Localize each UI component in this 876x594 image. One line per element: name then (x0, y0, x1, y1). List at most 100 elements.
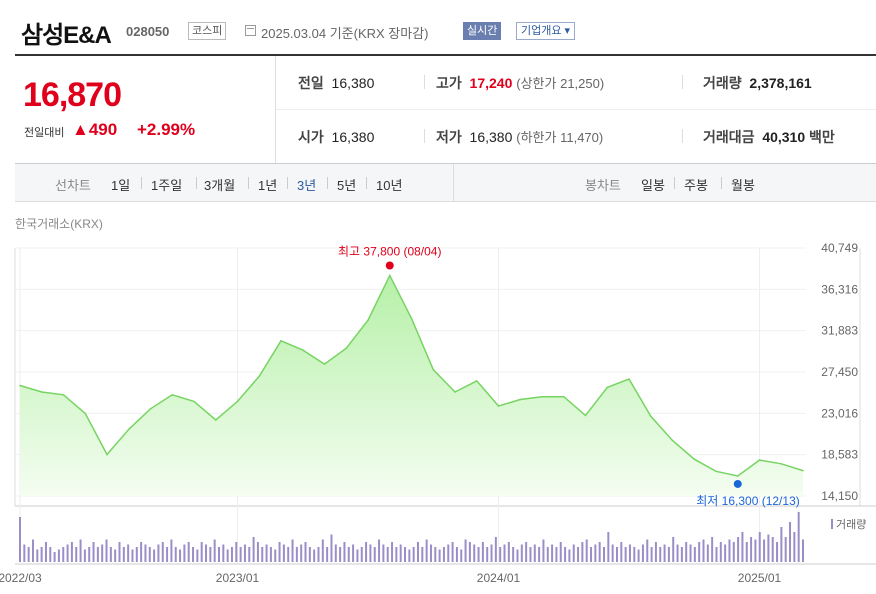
volume-bar (551, 544, 554, 562)
volume-bar (429, 544, 432, 562)
volume-bar (767, 534, 770, 562)
period-1w[interactable]: 1주일 (151, 178, 183, 193)
volume-bar (542, 539, 545, 562)
volume-bar (44, 542, 47, 562)
volume-bar (780, 527, 783, 562)
price-point (432, 368, 435, 371)
volume-bar (252, 537, 255, 562)
volume-bar (538, 547, 541, 562)
volume-bar (750, 537, 753, 562)
period-3y[interactable]: 3년 (297, 178, 317, 193)
volume-bar (728, 539, 731, 562)
toolbar-separator (141, 177, 142, 189)
period-10y[interactable]: 10년 (376, 178, 403, 193)
price-point (584, 414, 587, 417)
volume-bar (222, 544, 225, 562)
price-point (475, 380, 478, 382)
volume-bar (62, 547, 65, 562)
volume-bar (291, 539, 294, 562)
volume-bar (486, 547, 489, 562)
date-value: 2025.03.04 (261, 26, 327, 41)
volume-bar (230, 547, 233, 562)
chart-marks: 최고 37,800 (08/04) 최저 16,300 (12/13) (19, 244, 804, 508)
candle-monthly[interactable]: 월봉 (731, 178, 755, 193)
volume-bar (360, 547, 363, 562)
volume-bar (209, 547, 212, 562)
stats-row-divider (276, 109, 876, 110)
period-5y[interactable]: 5년 (337, 178, 357, 193)
period-1y[interactable]: 1년 (258, 178, 278, 193)
volume-bar (637, 549, 640, 562)
y-tick-label: 27,450 (821, 365, 858, 379)
volume-bar (481, 542, 484, 562)
volume-bar (19, 517, 21, 562)
volume-bar (105, 539, 108, 562)
change-value: 490 (88, 120, 118, 139)
y-tick-label: 40,749 (821, 241, 858, 255)
corp-info-label: 기업개요 (521, 25, 562, 37)
candle-weekly[interactable]: 주봉 (684, 178, 708, 193)
volume-bar (412, 547, 415, 562)
stat-open-value: 16,380 (331, 129, 375, 145)
price-point (323, 363, 326, 365)
x-tick-label: 2024/01 (477, 571, 521, 585)
x-tick-label: 2023/01 (216, 571, 260, 585)
realtime-button[interactable]: 실시간 (463, 22, 502, 40)
max-label: 최고 37,800 (08/04) (338, 244, 441, 258)
volume-bar (633, 547, 636, 562)
volume-bar (49, 547, 52, 562)
volume-bar (347, 547, 350, 562)
volume-bar (23, 544, 26, 562)
stats-grid: 전일 16,380 고가 17,240 (상한가 21,250) 거래량 2,3… (276, 56, 876, 163)
volume-bar (702, 539, 705, 562)
stat-prev: 전일 16,380 (298, 73, 374, 93)
stat-high-label: 고가 (436, 75, 462, 91)
volume-bar (352, 544, 355, 562)
volume-legend-swatch (831, 519, 833, 529)
stat-amount-value: 40,310 (762, 129, 806, 145)
price-point (106, 453, 108, 456)
volume-bar (135, 547, 138, 562)
volume-bar (118, 542, 121, 562)
volume-bar (607, 532, 610, 562)
y-axis-labels: 40,749 36,316 31,883 27,450 23,016 18,583 14,1… (821, 241, 858, 503)
volume-bar (663, 544, 666, 562)
period-3m[interactable]: 3개월 (204, 178, 236, 193)
volume-bar (304, 542, 307, 562)
volume-bar (693, 547, 696, 562)
stat-volume-label: 거래량 (703, 75, 742, 91)
up-arrow-icon: ▲ (72, 120, 89, 139)
volume-bar (676, 544, 679, 562)
toolbar-separator (674, 177, 675, 189)
price-point (497, 405, 500, 407)
volume-bar (741, 532, 744, 562)
price-point (454, 391, 456, 393)
price-point (40, 391, 43, 393)
volume-bar (92, 542, 95, 562)
toolbar-separator (366, 177, 367, 189)
volume-bar (590, 547, 593, 562)
volume-bar (170, 539, 173, 562)
volume-bar (473, 544, 476, 562)
date-basis: 기준(KRX 장마감) (329, 26, 429, 41)
volume-bar (464, 539, 467, 562)
volume-bar (200, 542, 203, 562)
volume-bar (672, 537, 675, 562)
volume-bar (529, 547, 532, 562)
corp-info-dropdown[interactable]: 기업개요 ▾ (516, 22, 576, 40)
price-point (149, 408, 152, 410)
volume-bar (732, 542, 735, 562)
period-1d[interactable]: 1일 (111, 178, 131, 193)
volume-bar (308, 547, 311, 562)
stat-separator (424, 129, 425, 143)
stat-open: 시가 16,380 (298, 127, 374, 147)
volume-bar (499, 547, 502, 562)
volume-bar (689, 544, 692, 562)
volume-bar (776, 542, 779, 562)
volume-bar (391, 542, 394, 562)
chart-toolbar: 선차트 1일 1주일 3개월 1년 3년 5년 10년 봉차트 일봉 주봉 월봉 (15, 163, 876, 202)
volume-bar (248, 547, 251, 562)
candle-daily[interactable]: 일봉 (641, 178, 665, 193)
price-point (562, 395, 565, 398)
